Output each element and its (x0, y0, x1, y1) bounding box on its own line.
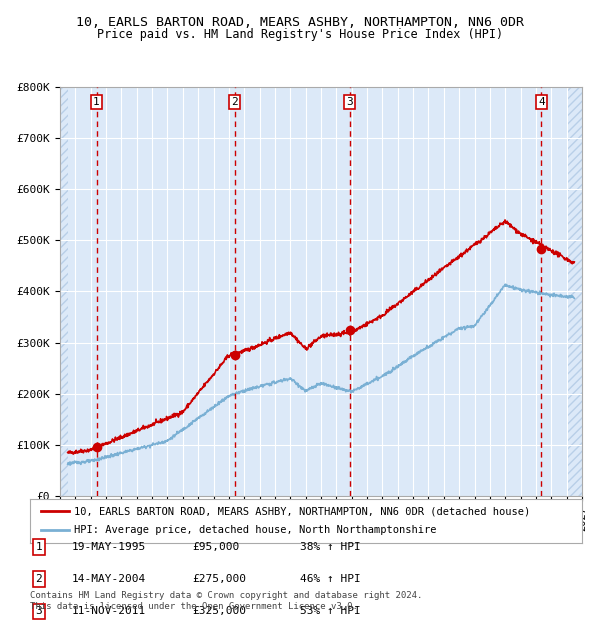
Text: 14-MAY-2004: 14-MAY-2004 (72, 574, 146, 584)
Text: Contains HM Land Registry data © Crown copyright and database right 2024.
This d: Contains HM Land Registry data © Crown c… (30, 591, 422, 611)
Text: 2: 2 (231, 97, 238, 107)
Bar (60, 87, 68, 496)
Text: 4: 4 (538, 97, 545, 107)
Text: 10, EARLS BARTON ROAD, MEARS ASHBY, NORTHAMPTON, NN6 0DR: 10, EARLS BARTON ROAD, MEARS ASHBY, NORT… (76, 16, 524, 29)
Text: Price paid vs. HM Land Registry's House Price Index (HPI): Price paid vs. HM Land Registry's House … (97, 28, 503, 41)
Text: £275,000: £275,000 (192, 574, 246, 584)
Text: 3: 3 (346, 97, 353, 107)
Text: 19-MAY-1995: 19-MAY-1995 (72, 542, 146, 552)
Text: 1: 1 (35, 542, 43, 552)
Text: 53% ↑ HPI: 53% ↑ HPI (300, 606, 361, 616)
Text: £95,000: £95,000 (192, 542, 239, 552)
Text: 46% ↑ HPI: 46% ↑ HPI (300, 574, 361, 584)
Text: 10, EARLS BARTON ROAD, MEARS ASHBY, NORTHAMPTON, NN6 0DR (detached house): 10, EARLS BARTON ROAD, MEARS ASHBY, NORT… (74, 507, 530, 516)
Text: 3: 3 (35, 606, 43, 616)
Text: 1: 1 (93, 97, 100, 107)
Bar (566, 87, 590, 496)
Text: 11-NOV-2011: 11-NOV-2011 (72, 606, 146, 616)
Text: £325,000: £325,000 (192, 606, 246, 616)
Text: HPI: Average price, detached house, North Northamptonshire: HPI: Average price, detached house, Nort… (74, 525, 437, 535)
Text: 38% ↑ HPI: 38% ↑ HPI (300, 542, 361, 552)
Text: 2: 2 (35, 574, 43, 584)
